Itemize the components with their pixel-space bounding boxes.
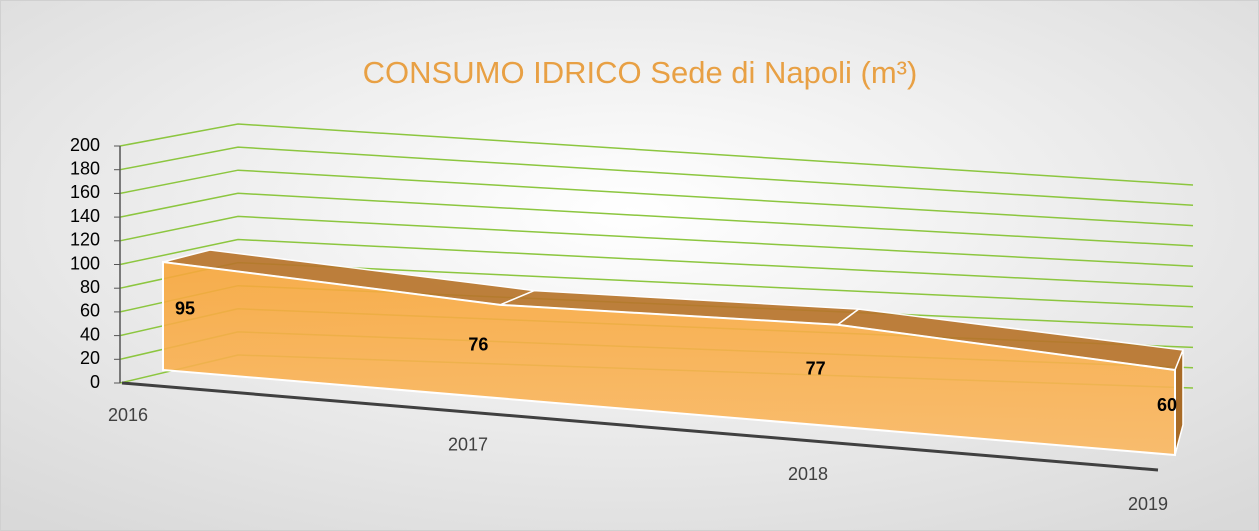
- data-label: 60: [1157, 395, 1177, 415]
- y-tick-label: 140: [70, 206, 100, 226]
- x-tick-label: 2019: [1128, 494, 1168, 514]
- grid-line: [119, 123, 1194, 186]
- y-tick-label: 20: [80, 348, 100, 368]
- y-tick-label: 120: [70, 230, 100, 250]
- y-tick-label: 180: [70, 158, 100, 178]
- area: [162, 260, 1176, 457]
- y-tick-label: 60: [80, 301, 100, 321]
- grid-line: [119, 146, 1194, 207]
- grid-line: [119, 215, 1194, 267]
- chart-title: CONSUMO IDRICO Sede di Napoli (m³): [363, 55, 918, 90]
- y-tick-label: 200: [70, 135, 100, 155]
- y-tick-label: 80: [80, 277, 100, 297]
- x-axis: [121, 381, 1159, 472]
- y-tick-label: 0: [90, 372, 100, 392]
- x-tick-label: 2016: [108, 405, 148, 425]
- data-label: 76: [468, 334, 488, 354]
- grid-line: [119, 238, 1194, 288]
- x-tick-label: 2017: [448, 434, 488, 454]
- y-tick-label: 100: [70, 253, 100, 273]
- data-label: 77: [806, 358, 826, 378]
- y-tick-label: 40: [80, 324, 100, 344]
- grid-line: [119, 169, 1194, 227]
- grid-line: [119, 192, 1194, 247]
- y-tick-label: 160: [70, 182, 100, 202]
- data-label: 95: [175, 299, 195, 319]
- x-tick-label: 2018: [788, 464, 828, 484]
